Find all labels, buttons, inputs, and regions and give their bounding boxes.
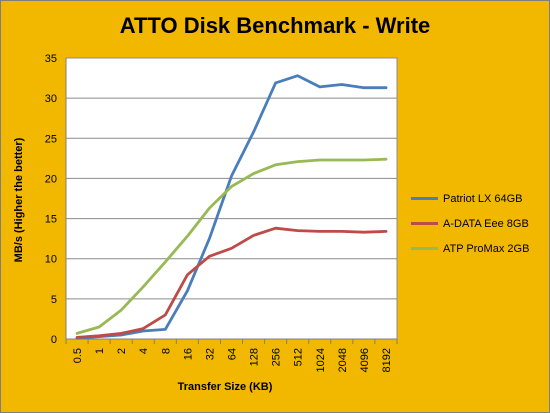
x-axis-title: Transfer Size (KB) [177,381,273,393]
x-tick-label: 16 [182,348,194,360]
y-tick-label: 0 [51,334,57,346]
x-tick-label: 8 [160,348,172,354]
x-tick-label: 0.5 [72,348,84,363]
y-tick-label: 25 [45,133,57,145]
legend-item: ATP ProMax 2GB [409,241,544,257]
y-tick-label: 20 [45,173,57,185]
y-axis-title: MB/s (Higher the better) [13,137,25,263]
x-tick-label: 4096 [359,348,371,372]
x-tick-label: 128 [249,348,261,366]
legend-swatch [411,247,438,250]
y-tick-label: 5 [51,294,57,306]
legend-item: Patriot LX 64GB [409,191,544,207]
series-line-1 [75,74,388,340]
legend-swatch [411,197,438,200]
legend-label: A-DATA Eee 8GB [443,218,529,230]
legend-swatch [411,222,438,225]
y-tick-label: 10 [45,254,57,266]
x-tick-label: 4 [138,348,150,354]
x-tick-label: 512 [293,348,305,366]
legend: Patriot LX 64GB A-DATA Eee 8GB ATP ProMax … [409,191,544,266]
y-tick-label: 35 [45,53,57,65]
legend-item: A-DATA Eee 8GB [409,216,544,232]
x-tick-label: 8192 [381,348,393,372]
y-tick-label: 30 [45,93,57,105]
x-tick-label: 1 [94,348,106,354]
x-tick-label: 64 [227,348,239,360]
x-tick-label: 32 [204,348,216,360]
x-tick-label: 2048 [337,348,349,372]
x-tick-label: 1024 [315,348,327,372]
series-line-2 [75,226,388,339]
x-tick-label: 256 [271,348,283,366]
plot-area [65,57,398,340]
x-tick-label: 2 [116,348,128,354]
legend-label: ATP ProMax 2GB [443,243,530,255]
series-line-3 [75,157,388,335]
y-tick-label: 15 [45,214,57,226]
legend-label: Patriot LX 64GB [443,193,523,205]
chart-title: ATTO Disk Benchmark - Write [119,13,431,38]
